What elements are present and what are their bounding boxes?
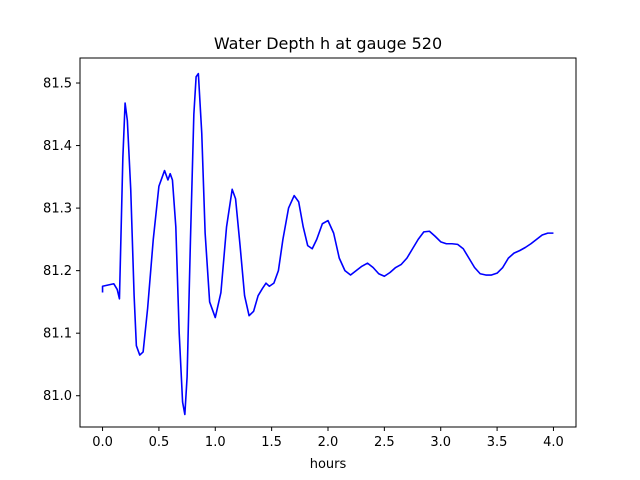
- y-tick-label: 81.5: [43, 77, 72, 92]
- x-tick-label: 3.5: [487, 435, 508, 450]
- x-tick-label: 0.0: [92, 435, 113, 450]
- x-tick-label: 1.0: [205, 435, 226, 450]
- x-axis-label: hours: [310, 457, 347, 472]
- y-tick-label: 81.1: [43, 327, 72, 342]
- y-tick-label: 81.0: [43, 389, 72, 404]
- y-axis: 81.0 81.1 81.2 81.3 81.4 81.5: [43, 77, 80, 404]
- x-tick-label: 2.5: [374, 435, 395, 450]
- y-tick-label: 81.2: [43, 264, 72, 279]
- plot-area: [101, 72, 554, 416]
- x-tick-label: 2.0: [318, 435, 339, 450]
- axes-frame: [79, 57, 577, 428]
- x-tick-label: 4.0: [543, 435, 564, 450]
- y-tick-label: 81.3: [43, 202, 72, 217]
- series-line-0: [101, 72, 554, 416]
- y-tick-label: 81.4: [43, 139, 72, 154]
- x-tick-label: 1.5: [261, 435, 282, 450]
- chart-title: Water Depth h at gauge 520: [214, 34, 442, 53]
- x-axis: 0.0 0.5 1.0 1.5 2.0 2.5 3.0 3.5 4.0: [92, 427, 564, 450]
- x-tick-label: 0.5: [149, 435, 170, 450]
- x-tick-label: 3.0: [430, 435, 451, 450]
